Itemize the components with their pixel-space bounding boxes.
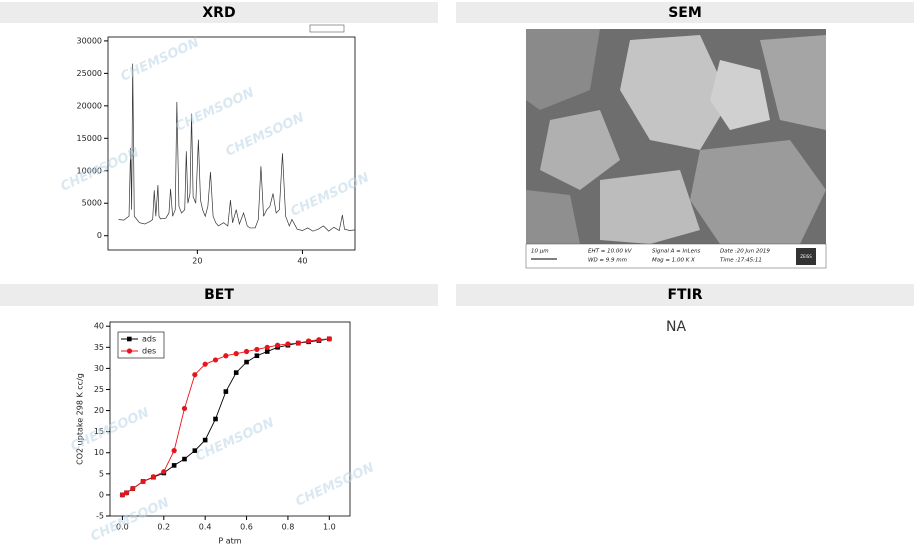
sem-info: Mag = 1.00 K X bbox=[652, 258, 695, 264]
data-line bbox=[122, 338, 330, 496]
marker bbox=[140, 478, 146, 485]
plot-frame bbox=[109, 321, 351, 517]
watermark: CHEMSOON bbox=[288, 170, 371, 219]
marker bbox=[213, 416, 218, 422]
marker bbox=[192, 448, 198, 453]
data-line bbox=[122, 338, 330, 496]
y-tick-label: 25000 bbox=[77, 69, 102, 78]
panel-title: XRD bbox=[202, 5, 235, 21]
sem-info: Date :20 Jun 2019 bbox=[720, 249, 770, 255]
y-tick-label: 20 bbox=[94, 406, 104, 415]
x-tick-label: 40 bbox=[297, 257, 307, 266]
y-axis-label: CO2 uptake 298 K cc/g bbox=[76, 373, 85, 465]
y-tick-label: 0 bbox=[97, 231, 102, 240]
marker bbox=[119, 492, 126, 498]
x-axis-label: P atm bbox=[218, 537, 241, 546]
x-tick-label: 20 bbox=[192, 257, 202, 266]
marker bbox=[244, 359, 249, 365]
legend-box bbox=[117, 331, 165, 359]
marker bbox=[254, 353, 260, 359]
marker bbox=[295, 340, 301, 346]
marker bbox=[181, 405, 188, 412]
panel-header bbox=[0, 2, 438, 23]
y-tick-label: 5 bbox=[99, 469, 104, 478]
marker bbox=[285, 341, 291, 347]
legend-label: ads bbox=[142, 335, 156, 344]
y-tick-label: 15 bbox=[94, 427, 104, 436]
sem-info: Signal A = InLens bbox=[652, 249, 701, 255]
sem-image bbox=[525, 29, 827, 269]
marker bbox=[316, 337, 322, 343]
y-tick-label: 30000 bbox=[77, 36, 102, 45]
marker bbox=[150, 474, 157, 480]
marker bbox=[233, 370, 239, 375]
watermark: CHEMSOON bbox=[118, 35, 201, 84]
ftir-value: NA bbox=[666, 319, 686, 335]
x-tick-label: 0.8 bbox=[282, 523, 295, 532]
x-tick-label: 0.0 bbox=[116, 523, 129, 532]
marker bbox=[212, 357, 219, 363]
sem-brand: ZEISS bbox=[800, 254, 812, 259]
marker bbox=[182, 456, 187, 462]
y-tick-label: 40 bbox=[94, 322, 104, 331]
x-tick-label: 0.4 bbox=[199, 523, 212, 532]
sem-info: Time :17:45:11 bbox=[720, 258, 762, 264]
x-tick-label: 0.2 bbox=[157, 523, 170, 532]
sem-info: EHT = 10.00 kV bbox=[588, 249, 633, 255]
legend-label: des bbox=[142, 347, 156, 356]
marker bbox=[274, 342, 281, 348]
marker bbox=[264, 344, 270, 350]
panel-header bbox=[0, 284, 438, 306]
panel-title: SEM bbox=[668, 5, 702, 21]
y-tick-label: 0 bbox=[99, 490, 104, 499]
marker bbox=[171, 448, 177, 454]
marker bbox=[223, 389, 229, 394]
marker bbox=[243, 348, 250, 355]
marker bbox=[130, 485, 136, 492]
legend-marker bbox=[126, 348, 133, 354]
marker bbox=[192, 372, 198, 378]
plot-frame bbox=[107, 36, 356, 251]
marker bbox=[202, 437, 208, 443]
legend-box bbox=[309, 24, 345, 33]
y-tick-label: 35 bbox=[94, 343, 104, 352]
y-tick-label: 15000 bbox=[77, 134, 102, 143]
y-tick-label: 10 bbox=[94, 448, 104, 457]
y-tick-label: 10000 bbox=[77, 166, 102, 175]
y-tick-label: 20000 bbox=[77, 101, 102, 110]
marker bbox=[233, 351, 239, 357]
legend-marker bbox=[127, 336, 132, 342]
panel-title: BET bbox=[204, 287, 234, 303]
marker bbox=[202, 361, 208, 367]
marker bbox=[326, 336, 332, 342]
panel-title: FTIR bbox=[667, 287, 702, 303]
y-tick-label: 5000 bbox=[82, 199, 102, 208]
marker bbox=[123, 490, 130, 496]
marker bbox=[171, 463, 177, 468]
watermark: CHEMSOON bbox=[173, 85, 256, 134]
marker bbox=[306, 338, 312, 344]
y-tick-label: 30 bbox=[94, 364, 104, 373]
watermark: CHEMSOON bbox=[58, 145, 141, 194]
panel-header bbox=[456, 2, 914, 23]
x-tick-label: 1.0 bbox=[323, 523, 336, 532]
panel-header bbox=[456, 284, 914, 306]
marker bbox=[223, 353, 229, 359]
y-tick-label: 25 bbox=[94, 385, 104, 394]
watermark: CHEMSOON bbox=[223, 110, 306, 159]
marker bbox=[264, 349, 270, 354]
sem-info: WD = 9.9 mm bbox=[588, 258, 627, 264]
x-tick-label: 0.6 bbox=[240, 523, 253, 532]
marker bbox=[161, 469, 167, 475]
marker bbox=[254, 346, 260, 353]
watermark: CHEMSOON bbox=[293, 460, 376, 509]
sem-scale: 10 µm bbox=[531, 249, 549, 255]
y-tick-label: -5 bbox=[96, 512, 104, 521]
data-line bbox=[118, 63, 356, 232]
